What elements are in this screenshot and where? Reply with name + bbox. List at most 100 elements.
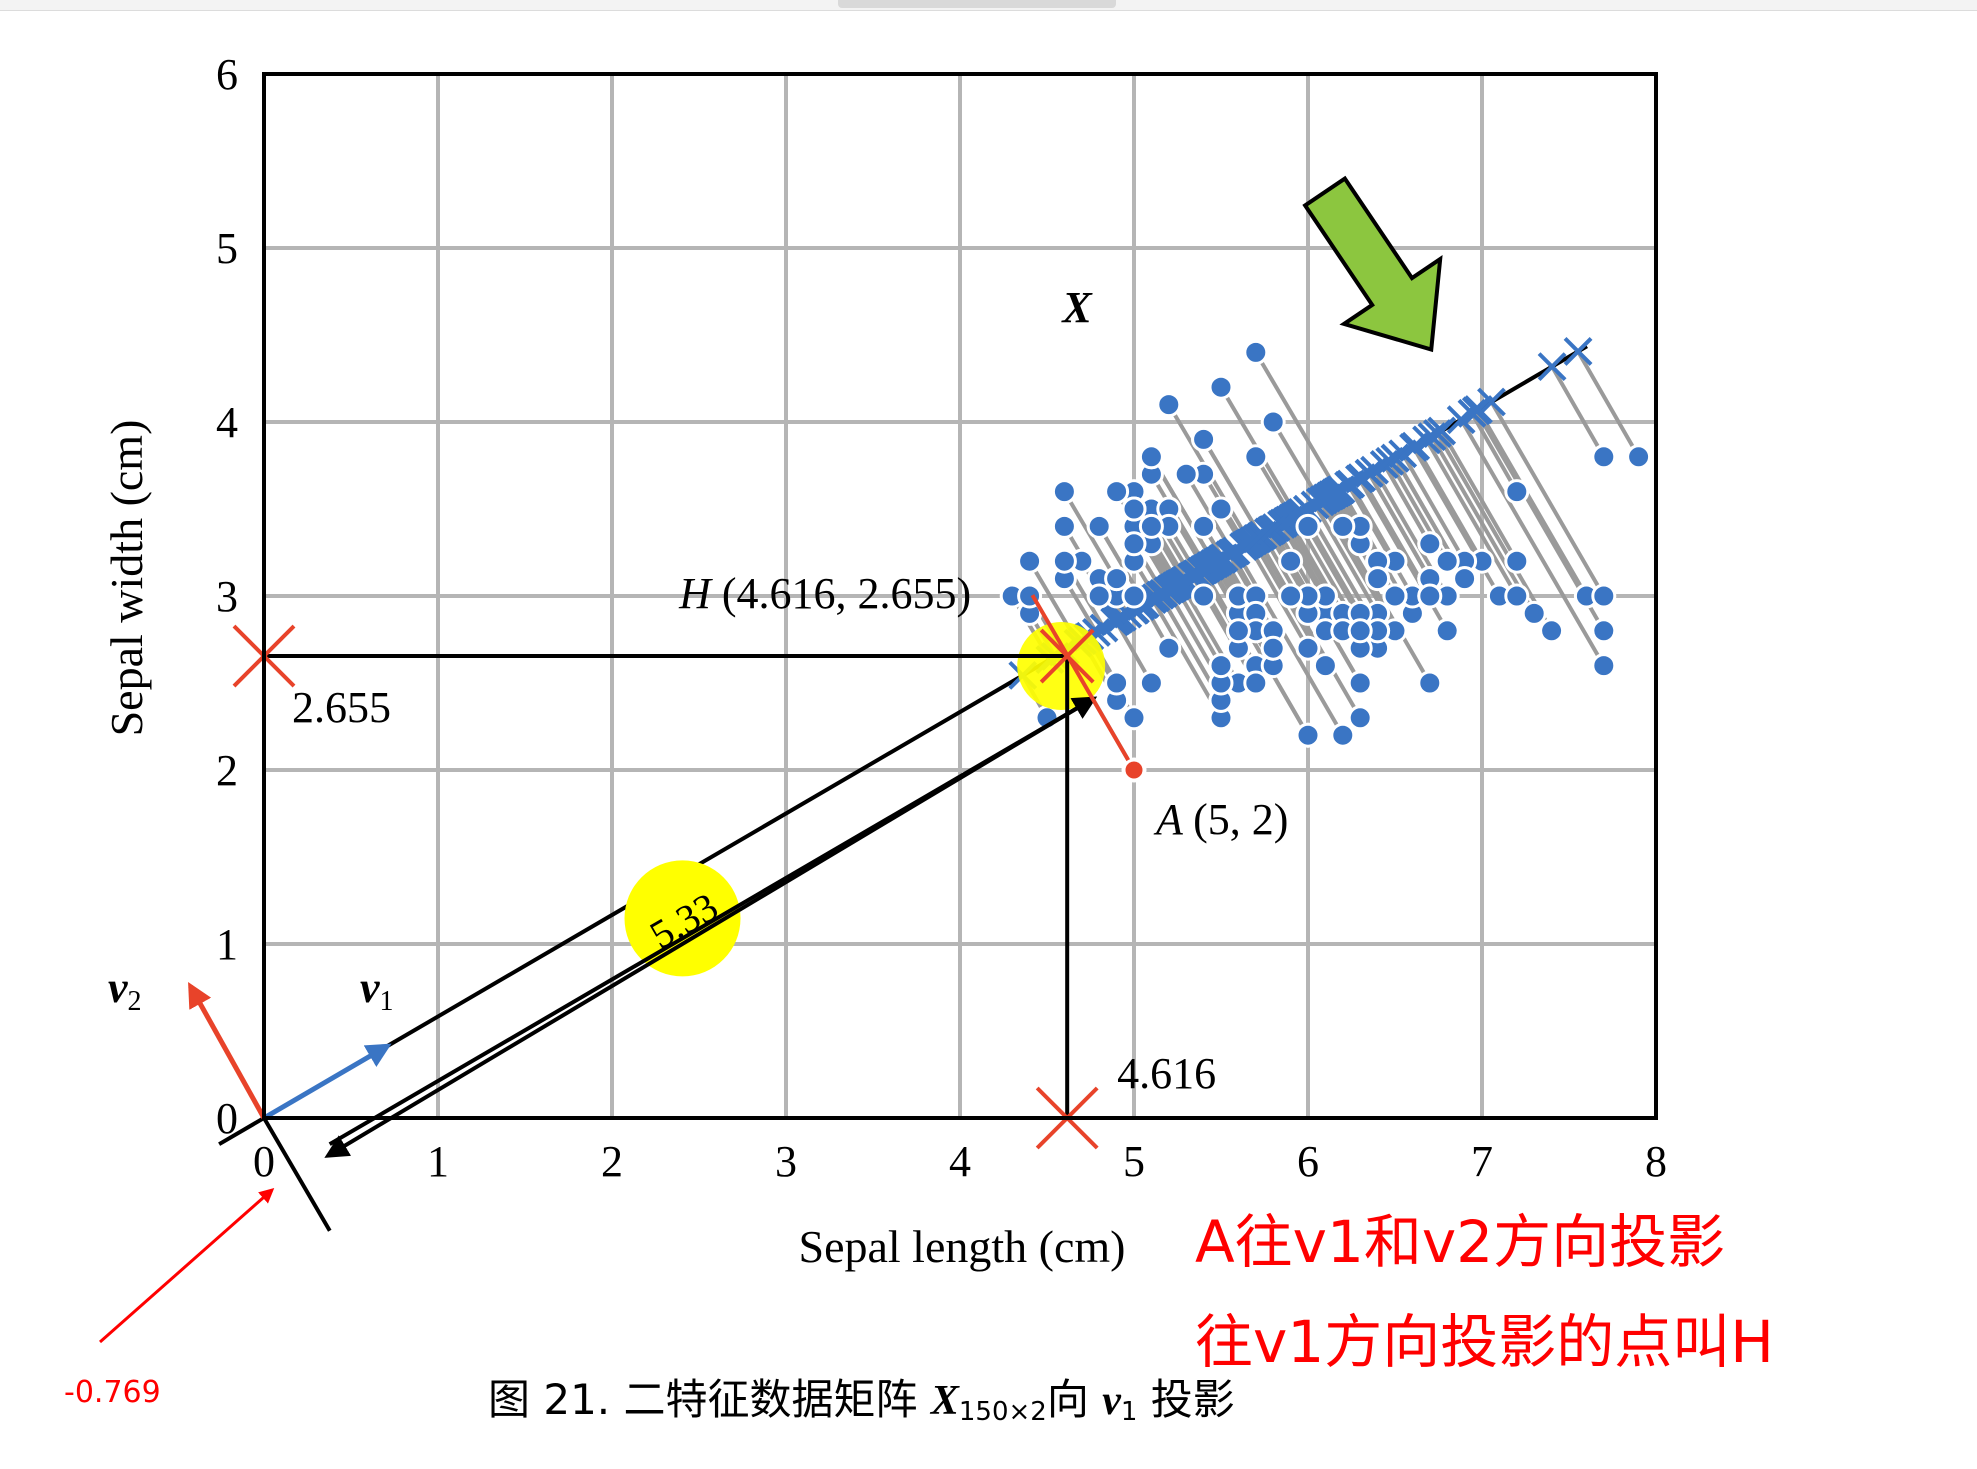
data-point-118 [1591, 653, 1617, 679]
projection-line-130 [1435, 432, 1554, 632]
data-point-32 [1156, 392, 1182, 418]
x-tick-1: 1 [427, 1137, 449, 1186]
data-point-33 [1208, 374, 1234, 400]
window-top-bar [0, 0, 1977, 11]
caption-matrix: X [929, 1378, 960, 1424]
data-point-46 [1138, 444, 1164, 470]
data-point-76 [1434, 618, 1460, 644]
projection-line-75 [1346, 484, 1415, 597]
x-tick-4: 4 [949, 1137, 971, 1186]
data-point-70 [1278, 548, 1304, 574]
projected-point-140 [1354, 458, 1384, 488]
window-tab[interactable] [838, 0, 1116, 8]
data-point-90 [1208, 653, 1234, 679]
data-point-149 [1278, 583, 1304, 609]
projected-point-145-stroke-b [1347, 463, 1376, 493]
A-label-name: A [1153, 795, 1193, 844]
data-point-130 [1539, 618, 1565, 644]
point-A [1122, 758, 1146, 782]
data-point-68 [1330, 722, 1356, 748]
projection-line-105 [1476, 408, 1589, 598]
projection-line-135 [1489, 400, 1606, 598]
projection-line-144 [1382, 463, 1432, 545]
projected-point-130-stroke-b [1422, 419, 1452, 448]
projected-point-120 [1388, 439, 1418, 469]
data-point-59 [1156, 635, 1182, 661]
data-point-98 [1138, 670, 1164, 696]
projection-line-83 [1246, 543, 1310, 650]
y-tick-6: 6 [216, 50, 238, 99]
projected-point-90-stroke-b [1160, 571, 1190, 601]
data-point-125 [1504, 548, 1530, 574]
v1-label-sub: 1 [380, 986, 394, 1017]
data-point-6 [1051, 513, 1077, 539]
data-point-15 [1243, 339, 1269, 365]
data-point-143 [1434, 548, 1460, 574]
A-label-coords: (5, 2) [1193, 795, 1288, 844]
y-tick-5: 5 [216, 224, 238, 273]
H-marker [1039, 628, 1095, 684]
x-tick-5: 5 [1123, 1137, 1145, 1186]
projected-point-147 [1321, 478, 1351, 508]
projection-line-68 [1234, 549, 1345, 737]
projected-point-98 [1101, 606, 1131, 636]
figure-caption: 图 21. 二特征数据矩阵 X150×2向 v1 投影 [488, 1375, 1235, 1427]
H-marker-stroke-b [1039, 628, 1095, 684]
tick-labels: 0 1 2 3 4 5 6 7 8 0 1 2 3 4 5 6 [216, 50, 1667, 1186]
projected-point-149 [1243, 523, 1273, 553]
projection-line-118 [1459, 418, 1606, 667]
note-line-1: A往v1和v2方向投影 [1195, 1208, 1725, 1276]
data-point-113 [1243, 670, 1269, 696]
projected-point-117 [1537, 352, 1567, 382]
data-point-144 [1417, 531, 1443, 557]
data-point-39 [1138, 513, 1164, 539]
v2-arrow [188, 981, 267, 1120]
caption-suffix: 投影 [1137, 1375, 1234, 1424]
v2-axis-line-stroke [262, 1116, 332, 1232]
data-point-34 [1104, 566, 1130, 592]
projected-point-147-stroke-b [1321, 478, 1351, 508]
highlight-H [1017, 622, 1106, 711]
projection-line-15 [1254, 351, 1340, 493]
data-point-93 [1121, 705, 1147, 731]
y-tick-1: 1 [216, 920, 238, 969]
v2-projection-arrow [99, 1188, 275, 1344]
projected-point-98-stroke-b [1101, 606, 1131, 636]
v2-label-letter: v [108, 963, 128, 1012]
H-label: H (4.616, 2.655) [678, 569, 971, 618]
data-point-85 [1295, 513, 1321, 539]
projected-point-81 [1145, 580, 1175, 610]
projected-point-148 [1312, 483, 1342, 513]
projection-line-129 [1424, 438, 1519, 598]
data-point-142 [1260, 635, 1286, 661]
projection-line-109 [1470, 412, 1519, 493]
projected-point-130 [1422, 419, 1452, 448]
projected-point-148-stroke-b [1312, 483, 1342, 513]
projected-point-53-stroke-b [1138, 585, 1168, 615]
projected-point-149-stroke-b [1243, 523, 1273, 553]
data-point-108 [1417, 670, 1443, 696]
projected-point-140-stroke-b [1354, 458, 1384, 488]
data-point-117 [1591, 444, 1617, 470]
projected-point-121 [1189, 555, 1218, 585]
data-point-43 [1121, 496, 1147, 522]
data-point-148 [1330, 513, 1356, 539]
caption-matrix-sub: 150×2 [959, 1397, 1047, 1427]
projected-point-121-stroke-b [1189, 555, 1218, 585]
length-arrow-back [324, 705, 1080, 1158]
data-point-134 [1312, 653, 1338, 679]
note-line-2: 往v1方向投影的点叫H [1195, 1308, 1774, 1376]
v2-label-sub: 2 [128, 986, 142, 1017]
projected-point-133-stroke-b [1280, 502, 1309, 532]
data-point-18 [1243, 444, 1269, 470]
data-point-119 [1295, 722, 1321, 748]
projected-point-142-stroke-b [1207, 544, 1237, 574]
data-point-145 [1417, 583, 1443, 609]
projected-point-131 [1563, 337, 1593, 366]
v1-label: v1 [360, 963, 394, 1017]
projected-point-120-stroke-b [1388, 439, 1418, 469]
projected-point-131-stroke-b [1563, 337, 1593, 366]
v1-label-letter: v [360, 963, 380, 1012]
